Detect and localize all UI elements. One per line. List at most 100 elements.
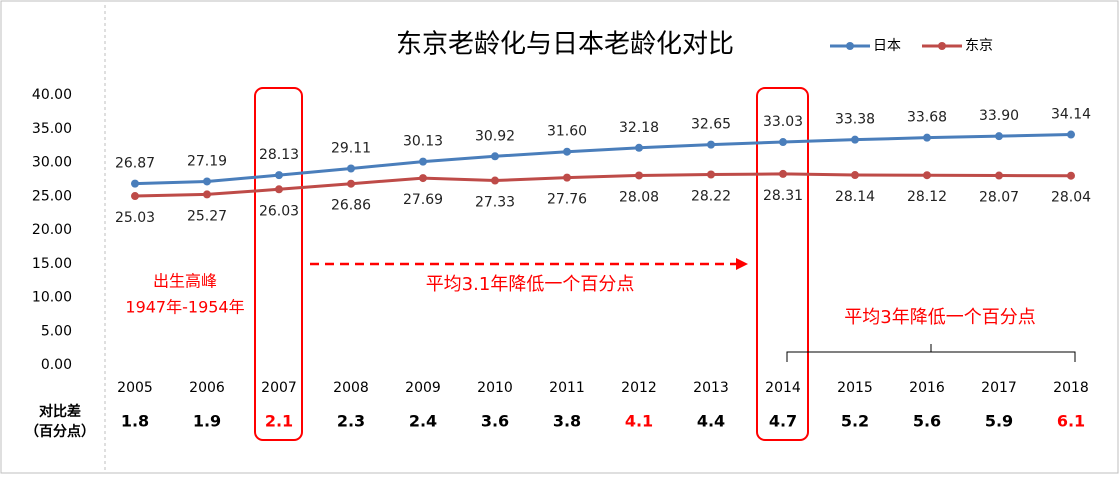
difference-value: 3.8 [553,412,581,431]
x-tick-label: 2013 [693,380,729,396]
data-label: 28.31 [763,188,803,204]
data-label: 28.13 [259,147,299,163]
annotation: 出生高峰 [153,272,217,291]
y-tick-label: 10.00 [32,290,72,306]
x-tick-label: 2009 [405,380,441,396]
marker [995,132,1003,141]
marker [419,174,427,183]
difference-value: 3.6 [481,412,509,431]
difference-value: 4.4 [697,412,725,431]
marker [275,185,283,194]
marker [347,164,355,173]
chart-title: 东京老龄化与日本老龄化对比 [396,30,734,60]
difference-label: 对比差 [39,403,81,420]
marker [635,171,643,180]
x-tick-label: 2017 [981,380,1017,396]
data-label: 32.18 [619,120,659,136]
y-tick-label: 35.00 [32,121,72,137]
difference-value: 1.8 [121,412,149,431]
marker [131,192,139,201]
data-label: 28.22 [691,189,731,205]
legend-label: 东京 [965,38,993,54]
data-label: 28.04 [1051,190,1091,206]
legend-marker [846,42,854,50]
x-tick-label: 2018 [1053,380,1089,396]
difference-value: 6.1 [1057,412,1085,431]
y-tick-label: 40.00 [32,87,72,103]
marker [1067,171,1075,180]
data-label: 28.12 [907,189,947,205]
marker [851,171,859,180]
marker [347,179,355,188]
legend-marker [938,42,946,50]
difference-value: 2.3 [337,412,365,431]
y-tick-label: 20.00 [32,222,72,238]
marker [563,147,571,156]
difference-value: 4.7 [769,412,797,431]
marker [923,171,931,180]
data-label: 33.03 [763,114,803,130]
x-tick-label: 2007 [261,380,297,396]
difference-value: 2.1 [265,412,293,431]
marker [707,140,715,149]
data-label: 30.92 [475,128,515,144]
y-tick-label: 30.00 [32,155,72,171]
x-tick-label: 2006 [189,380,225,396]
data-label: 30.13 [403,134,443,150]
data-label: 27.69 [403,192,443,208]
marker [419,157,427,166]
marker [491,152,499,161]
x-tick-label: 2010 [477,380,513,396]
data-label: 28.08 [619,189,659,205]
data-label: 26.87 [115,156,155,172]
difference-value: 5.6 [913,412,941,431]
series-line [134,133,1072,186]
data-label: 29.11 [331,141,371,157]
x-tick-label: 2016 [909,380,945,396]
difference-value: 1.9 [193,412,221,431]
y-tick-label: 5.00 [41,323,72,339]
marker [275,171,283,180]
data-label: 31.60 [547,124,587,140]
arrow-head [736,258,748,270]
marker [635,143,643,152]
legend-label: 日本 [873,38,901,54]
marker [779,169,787,178]
marker [707,170,715,179]
highlight-box [254,87,303,441]
x-tick-label: 2014 [765,380,801,396]
data-label: 26.86 [331,198,371,214]
data-label: 25.03 [115,210,155,226]
marker [1067,130,1075,139]
x-tick-label: 2015 [837,380,873,396]
annotation: 平均3年降低一个百分点 [844,307,1035,328]
bracket [786,344,1076,362]
data-label: 33.68 [907,110,947,126]
data-label: 32.65 [691,117,731,133]
marker [851,135,859,144]
x-tick-label: 2008 [333,380,369,396]
y-tick-label: 15.00 [32,256,72,272]
data-label: 33.90 [979,108,1019,124]
series-line [134,172,1072,198]
annotation: 1947年-1954年 [125,298,244,317]
marker [131,179,139,188]
x-tick-label: 2011 [549,380,585,396]
annotation: 平均3.1年降低一个百分点 [426,274,635,295]
x-tick-label: 2012 [621,380,657,396]
data-label: 28.14 [835,189,875,205]
difference-label: （百分点） [25,423,95,440]
marker [923,133,931,142]
data-label: 33.38 [835,112,875,128]
difference-value: 5.9 [985,412,1013,431]
data-label: 28.07 [979,190,1019,206]
marker [203,177,211,186]
y-tick-label: 0.00 [41,357,72,373]
difference-value: 4.1 [625,412,653,431]
marker [491,176,499,185]
data-label: 26.03 [259,203,299,219]
data-label: 25.27 [187,208,227,224]
data-label: 27.33 [475,195,515,211]
